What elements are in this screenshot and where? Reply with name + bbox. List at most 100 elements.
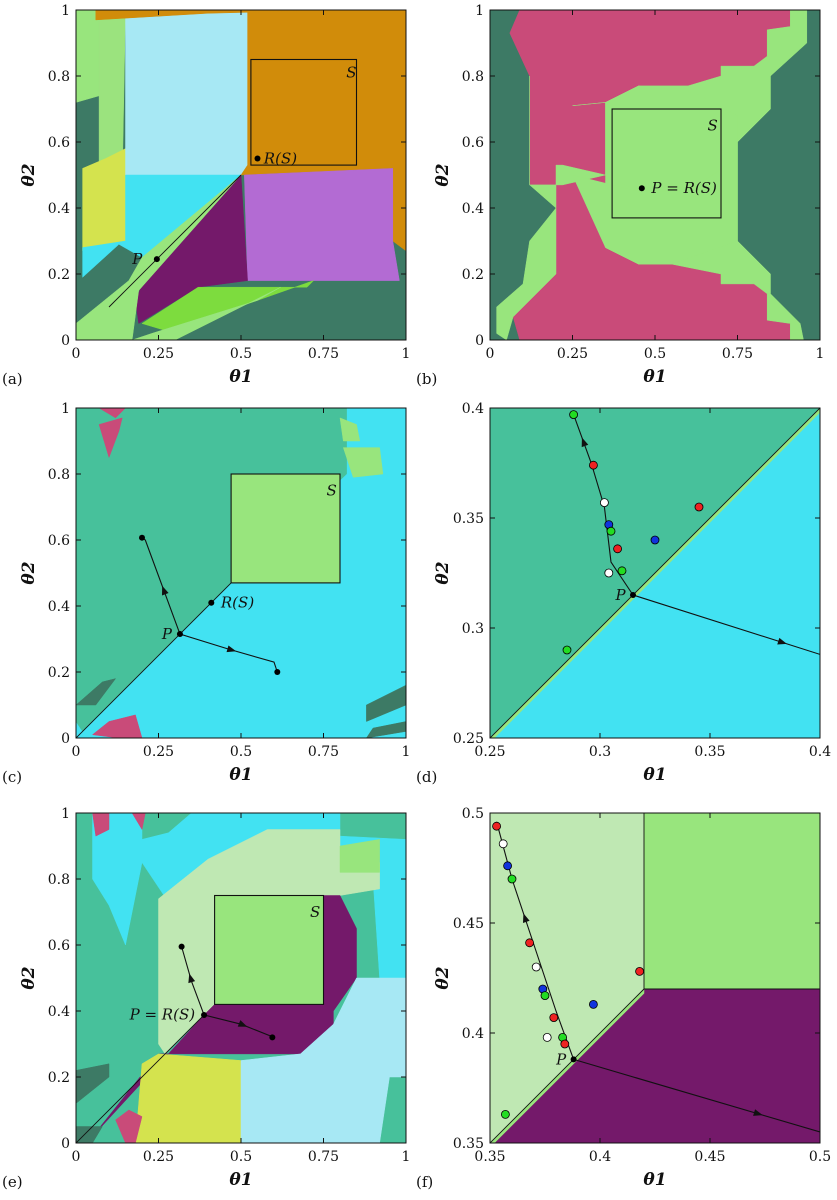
region-c-5 [91, 714, 143, 738]
y-tick-label-c-5: 1 [61, 401, 70, 417]
x-tick-label-b-4: 1 [816, 346, 825, 362]
x-axis-label-f: θ1 [643, 1170, 666, 1190]
curve-c-2 [179, 633, 278, 673]
x-tick-label-c-4: 1 [402, 744, 411, 760]
x-tick-label-b-3: 0.75 [722, 346, 753, 362]
data-point-f-5 [531, 962, 541, 972]
region-a-4 [125, 10, 248, 176]
panel-d: P 0.25 0.3 0.35 0.4 0.25 0.3 0.35 0.4 θ1 θ2 (d) [416, 401, 831, 786]
y-tick-label-f-3: 0.5 [462, 806, 484, 822]
x-tick-label-d-2: 0.35 [694, 744, 725, 760]
y-tick-label-d-1: 0.3 [462, 621, 484, 637]
data-point-f-13 [635, 967, 644, 976]
y-tick-label-b-0: 0 [475, 333, 484, 349]
arrowhead-e-1 [188, 973, 196, 984]
curve-e-0 [76, 1013, 206, 1143]
data-point-a-0 [153, 256, 160, 263]
region-a-11 [132, 286, 281, 340]
data-point-d-5 [613, 544, 622, 554]
plot-area-d [490, 408, 820, 738]
x-axis-label-b: θ1 [643, 367, 666, 387]
x-tick-label-a-1: 0.25 [143, 346, 174, 362]
region-e-2 [92, 813, 110, 837]
y-tick-label-b-5: 1 [475, 3, 484, 19]
y-tick-label-f-0: 0.35 [453, 1136, 484, 1152]
data-point-d-4 [606, 526, 616, 536]
data-point-f-10 [560, 1039, 570, 1049]
data-point-c-1 [139, 534, 145, 541]
annotation-a-0: P [131, 250, 143, 268]
y-tick-label-b-3: 0.6 [462, 135, 484, 151]
region-a-7 [244, 168, 400, 281]
panel-a: P R(S) S 0 0.25 0.5 0.75 1 0 0.2 0.4 0.6 0.8 1 θ1 θ2 (a) [2, 3, 410, 388]
data-point-e-2 [269, 1034, 276, 1041]
y-tick-label-d-2: 0.35 [453, 511, 484, 527]
x-tick-label-b-0: 0 [486, 346, 495, 362]
data-point-c-3 [208, 599, 215, 606]
data-point-d-11 [630, 592, 636, 598]
data-point-d-1 [589, 460, 598, 470]
x-tick-label-c-3: 0.75 [308, 744, 339, 760]
x-tick-label-e-2: 0.5 [230, 1149, 252, 1165]
x-tick-label-f-1: 0.4 [589, 1149, 611, 1165]
curve-d-0 [490, 408, 820, 738]
y-tick-label-e-1: 0.2 [48, 1070, 70, 1086]
panel-f: P 0.35 0.4 0.45 0.5 0.35 0.4 0.45 0.5 θ1 θ2 (f) [416, 806, 831, 1191]
region-a-12 [95, 10, 341, 21]
region-c-9 [339, 417, 361, 442]
annotation-c-0: P [161, 625, 173, 643]
plot-area-b [490, 10, 820, 340]
x-tick-label-a-0: 0 [72, 346, 81, 362]
x-tick-label-d-1: 0.3 [589, 744, 611, 760]
y-tick-label-a-2: 0.4 [48, 201, 70, 217]
y-tick-label-d-0: 0.25 [453, 731, 484, 747]
region-e-3 [131, 813, 146, 831]
data-point-d-9 [694, 502, 704, 512]
annotation-a-1: R(S) [263, 150, 297, 168]
set-box-e [214, 894, 325, 1005]
data-point-c-2 [274, 669, 281, 675]
set-box-a [250, 58, 358, 166]
arrowhead-c-1 [162, 585, 169, 596]
annotation-d-0: P [615, 586, 627, 604]
axes-frame-d [489, 407, 821, 739]
panel-label-a: (a) [2, 370, 23, 388]
region-c-11 [366, 721, 406, 738]
region-e-7 [339, 839, 380, 873]
y-tick-label-c-2: 0.4 [48, 599, 70, 615]
axes-frame-f [489, 812, 821, 1144]
data-point-e-0 [201, 1011, 208, 1018]
y-axis-label-e: θ2 [19, 966, 39, 989]
data-point-f-0 [492, 821, 502, 831]
x-tick-label-e-4: 1 [402, 1149, 411, 1165]
set-box-b [611, 108, 722, 219]
data-point-d-0 [569, 410, 578, 420]
y-tick-label-e-2: 0.4 [48, 1004, 70, 1020]
x-tick-label-f-3: 0.5 [809, 1149, 831, 1165]
y-tick-label-a-1: 0.2 [48, 267, 70, 283]
data-point-f-1 [498, 839, 508, 849]
region-f-1 [643, 813, 820, 990]
data-point-f-8 [549, 1013, 559, 1022]
data-point-f-11 [542, 1033, 552, 1042]
y-tick-label-e-4: 0.8 [48, 872, 70, 888]
plot-area-e [76, 813, 406, 1143]
panel-b: P = R(S) S 0 0.25 0.5 0.75 1 0 0.2 0.4 0.6 0.8 1 θ1 θ2… [416, 3, 824, 388]
annotation-e-0: P = R(S) [129, 1005, 196, 1023]
y-tick-label-c-3: 0.6 [48, 533, 70, 549]
curve-f-4 [573, 1058, 820, 1133]
data-point-c-0 [176, 631, 183, 638]
curve-c-0 [76, 582, 232, 738]
data-point-d-7 [604, 568, 614, 578]
region-a-1 [76, 10, 100, 103]
annotation-e-1: S [310, 903, 320, 921]
data-point-f-3 [507, 874, 517, 884]
y-tick-label-a-0: 0 [61, 333, 70, 349]
annotation-f-0: P [555, 1050, 567, 1068]
data-point-d-8 [650, 535, 660, 545]
data-point-d-10 [562, 645, 572, 655]
arrowhead-e-2 [237, 1020, 248, 1027]
panel-label-c: (c) [2, 768, 22, 786]
y-tick-label-a-5: 1 [61, 3, 70, 19]
